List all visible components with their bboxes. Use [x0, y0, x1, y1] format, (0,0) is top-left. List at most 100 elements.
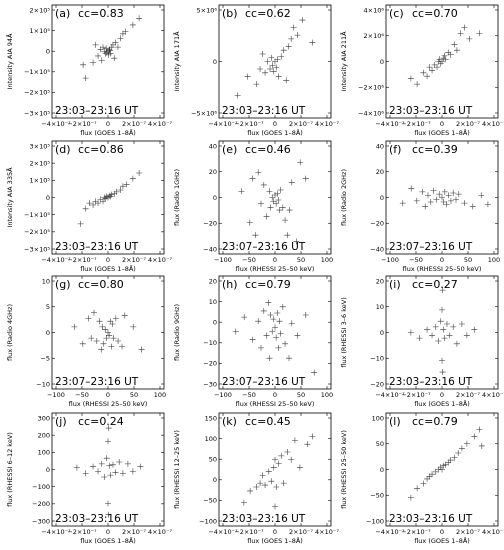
- y-tick-label: 0: [380, 329, 384, 337]
- y-axis-label: flux (Radio 9GHz): [173, 304, 181, 361]
- y-tick-label: −20: [203, 220, 217, 228]
- data-point: [399, 200, 406, 207]
- data-point: [117, 186, 124, 193]
- data-point: [130, 323, 137, 330]
- data-point: [450, 189, 457, 196]
- data-point: [252, 232, 259, 239]
- time-range-label: 23:07–23:16 UT: [222, 376, 306, 388]
- data-point: [466, 35, 473, 42]
- y-tick-label: 50: [209, 456, 217, 464]
- panel-d: −4×10⁻⁷−2×10⁻⁷ 0 2×10⁻⁷ 4×10⁻⁷ −3×10⁵ −2×10⁵ −…: [5, 140, 172, 273]
- x-tick-label: −50: [242, 256, 256, 264]
- panel-l: −4×10⁻⁷−2×10⁻⁷ 0 2×10⁻⁷ 4×10⁻⁷ −100 −50 0 50 100…: [340, 412, 504, 545]
- data-point: [90, 59, 97, 66]
- data-point: [302, 175, 309, 182]
- data-point: [311, 369, 318, 376]
- data-point: [447, 457, 454, 464]
- x-tick-label: −4×10⁻⁷: [375, 120, 405, 128]
- y-tick-label: 0: [380, 466, 384, 474]
- y-tick-label: 10: [376, 303, 384, 311]
- y-tick-label: 0: [213, 58, 217, 66]
- data-point: [270, 316, 277, 323]
- data-point: [429, 67, 436, 74]
- x-tick-label: 0: [273, 120, 277, 128]
- correlation-label: cc=0.79: [412, 415, 458, 428]
- data-point: [98, 57, 105, 64]
- x-tick-label: 50: [297, 391, 305, 399]
- panel-label: (j): [55, 415, 67, 428]
- data-point: [263, 332, 270, 339]
- x-tick-label: 0: [273, 391, 277, 399]
- data-point: [247, 487, 254, 494]
- data-point: [259, 50, 266, 57]
- data-point: [266, 188, 273, 195]
- panel-label: (a): [55, 7, 70, 20]
- correlation-label: cc=0.70: [412, 7, 458, 20]
- x-tick-label: 4×10⁻⁷: [315, 120, 339, 128]
- data-point: [416, 335, 423, 342]
- y-tick-label: −2×10⁶: [358, 84, 384, 92]
- data-point: [108, 191, 115, 198]
- data-point: [117, 35, 124, 42]
- data-point: [419, 188, 426, 195]
- data-point: [441, 52, 448, 59]
- data-point: [424, 475, 431, 482]
- data-point: [453, 340, 460, 347]
- y-tick-label: 0: [46, 48, 50, 56]
- x-axis-label: flux (GOES 1–8Å): [247, 536, 303, 545]
- data-point: [413, 197, 420, 204]
- data-point: [453, 196, 459, 203]
- data-point: [257, 66, 264, 73]
- data-point: [100, 340, 107, 347]
- x-tick-label: −100: [47, 391, 65, 399]
- y-tick-label: 2×10⁵: [30, 6, 51, 14]
- data-point: [113, 188, 120, 195]
- x-tick-label: 4×10⁻⁷: [148, 256, 172, 264]
- data-point: [273, 334, 280, 341]
- data-point: [463, 332, 470, 339]
- data-point: [441, 188, 448, 195]
- data-point: [455, 450, 462, 457]
- x-tick-label: 2×10⁻⁷: [122, 528, 146, 536]
- data-point: [77, 220, 84, 227]
- data-point: [273, 484, 280, 491]
- y-tick-label: −300: [32, 517, 50, 525]
- data-point: [277, 330, 284, 337]
- data-point: [102, 326, 109, 333]
- y-tick-label: −40: [370, 245, 384, 253]
- data-point: [270, 68, 277, 75]
- data-point: [129, 21, 136, 28]
- x-tick-label: 2×10⁻⁷: [289, 120, 313, 128]
- data-point: [262, 482, 269, 489]
- data-point: [471, 433, 478, 440]
- y-tick-label: −40: [203, 245, 217, 253]
- data-point: [277, 186, 284, 193]
- data-point: [105, 425, 112, 432]
- panel-label: (i): [389, 278, 401, 291]
- panel-j: −4×10⁻⁷−2×10⁻⁷ 0 2×10⁻⁷ 4×10⁻⁷ −300 −200 −100 0…: [6, 412, 172, 545]
- data-point: [269, 194, 276, 201]
- data-point: [447, 197, 454, 204]
- data-point: [272, 324, 278, 331]
- data-point: [451, 454, 458, 461]
- data-point: [88, 335, 95, 342]
- data-point: [267, 312, 274, 319]
- correlation-label: cc=0.86: [78, 143, 124, 156]
- panel-label: (g): [55, 278, 71, 291]
- x-tick-label: 100: [488, 256, 500, 264]
- data-point: [286, 207, 293, 214]
- y-tick-label: −3×10⁵: [24, 109, 50, 117]
- data-point: [275, 197, 282, 204]
- data-point: [99, 323, 106, 330]
- data-point: [258, 344, 264, 351]
- data-point: [420, 69, 427, 76]
- data-point: [129, 468, 136, 475]
- x-axis-label: flux (RHESSI 25–50 keV): [403, 265, 482, 273]
- data-point: [420, 480, 427, 487]
- data-point: [278, 452, 285, 459]
- data-point: [461, 24, 468, 31]
- data-point: [414, 81, 421, 88]
- y-tick-label: −5: [40, 355, 50, 363]
